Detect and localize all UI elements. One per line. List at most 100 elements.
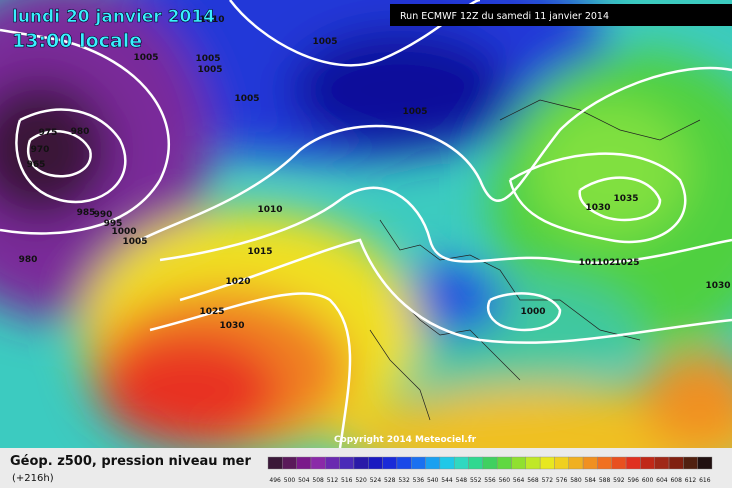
scale-cell — [582, 456, 598, 470]
isobar-label: 985 — [77, 208, 96, 218]
scale-cell — [425, 456, 441, 470]
isobar-label: 1030 — [705, 281, 730, 291]
scale-cell — [597, 456, 612, 470]
color-scale: 496 500 504 508 512 516 520 524 528 532 536 540 544 5… — [267, 456, 713, 484]
scale-cell — [453, 456, 469, 470]
copyright: Copyright 2014 Meteociel.fr — [334, 435, 477, 445]
scale-cell — [468, 456, 484, 470]
isobar-label: 1015 — [247, 247, 272, 257]
scale-label: 500 — [284, 477, 296, 484]
scale-cell — [496, 456, 512, 470]
scale-cell — [396, 456, 412, 470]
scale-label: 608 — [670, 477, 682, 484]
isobar-label: 102 — [597, 258, 616, 268]
lead-time: (+216h) — [12, 473, 54, 484]
run-box — [390, 4, 732, 26]
scale-label: 596 — [627, 477, 639, 484]
run-label: Run ECMWF 12Z du samedi 11 janvier 2014 — [400, 11, 609, 22]
isobar-label: 1035 — [613, 194, 638, 204]
date-title: lundi 20 janvier 2014 — [12, 7, 215, 27]
scale-label: 576 — [556, 477, 568, 484]
isobar-label: 1005 — [234, 94, 259, 104]
scale-cell — [282, 456, 297, 470]
scale-label: 588 — [599, 477, 611, 484]
scale-cell — [654, 456, 670, 470]
scale-cell — [325, 456, 340, 470]
scale-cell — [539, 456, 555, 470]
scale-label: 524 — [370, 477, 382, 484]
isobar-label: 1000 — [520, 307, 545, 317]
isobar-label: 965 — [27, 160, 46, 170]
isobar-label: 101 — [579, 258, 598, 268]
scale-label: 612 — [685, 477, 697, 484]
scale-label: 496 — [269, 477, 281, 484]
scale-label: 516 — [341, 477, 353, 484]
isobar-label: 1005 — [197, 65, 222, 75]
isobar-label: 1025 — [614, 258, 639, 268]
isobar-label: 1010 — [199, 15, 224, 25]
time-title: 13:00 locale — [12, 30, 142, 52]
footer-title: Géop. z500, pression niveau mer — [10, 454, 251, 469]
scale-label: 548 — [456, 477, 468, 484]
scale-cell — [296, 456, 312, 470]
scale-label: 564 — [513, 477, 525, 484]
scale-label: 520 — [355, 477, 367, 484]
scale-label: 528 — [384, 477, 396, 484]
scale-cell — [554, 456, 569, 470]
isobar-label: 980 — [19, 255, 38, 265]
scale-label: 552 — [470, 477, 482, 484]
scale-cell — [482, 456, 498, 470]
isobar-label: 1005 — [402, 107, 427, 117]
scale-label: 560 — [499, 477, 511, 484]
isobar-label: 1010 — [257, 205, 282, 215]
scale-label: 532 — [398, 477, 410, 484]
isobar-label: 970 — [31, 145, 50, 155]
isobar-label: 980 — [71, 127, 90, 137]
scale-cell — [568, 456, 584, 470]
scale-label: 504 — [298, 477, 310, 484]
scale-cell — [668, 456, 684, 470]
scale-cell — [697, 456, 713, 470]
scale-cell — [368, 456, 383, 470]
isobar-label: 1000 — [111, 227, 136, 237]
scale-label: 604 — [656, 477, 668, 484]
isobar-label: 1030 — [585, 203, 610, 213]
scale-cell — [382, 456, 398, 470]
isobar-label: 1005 — [133, 53, 158, 63]
scale-cell — [511, 456, 527, 470]
scale-label: 556 — [484, 477, 496, 484]
scale-label: 540 — [427, 477, 439, 484]
isobar-label: 990 — [94, 210, 113, 220]
scale-label: 544 — [441, 477, 453, 484]
scale-cell — [640, 456, 655, 470]
isobar-label: 1005 — [312, 37, 337, 47]
isobar-label: 1025 — [199, 307, 224, 317]
scale-cell — [310, 456, 326, 470]
scale-cell — [611, 456, 627, 470]
scale-cell — [267, 456, 283, 470]
scale-cell — [411, 456, 426, 470]
isobars — [0, 0, 732, 448]
scale-label: 572 — [542, 477, 554, 484]
scale-label: 568 — [527, 477, 539, 484]
isobar-label: 1005 — [122, 237, 147, 247]
isobar-label: 1030 — [219, 321, 244, 331]
scale-cell — [525, 456, 541, 470]
scale-label: 592 — [613, 477, 625, 484]
scale-cell — [625, 456, 641, 470]
scale-cell — [353, 456, 369, 470]
scale-label: 512 — [327, 477, 339, 484]
scale-label: 536 — [413, 477, 425, 484]
isobar-label: 995 — [104, 219, 123, 229]
scale-cell — [439, 456, 455, 470]
isobar-label: 1020 — [225, 277, 250, 287]
scale-cell — [339, 456, 355, 470]
isobar-label: 975 — [39, 128, 58, 138]
scale-label: 508 — [312, 477, 324, 484]
scale-label: 616 — [699, 477, 711, 484]
scale-label: 600 — [642, 477, 654, 484]
isobar-label: 1005 — [195, 54, 220, 64]
